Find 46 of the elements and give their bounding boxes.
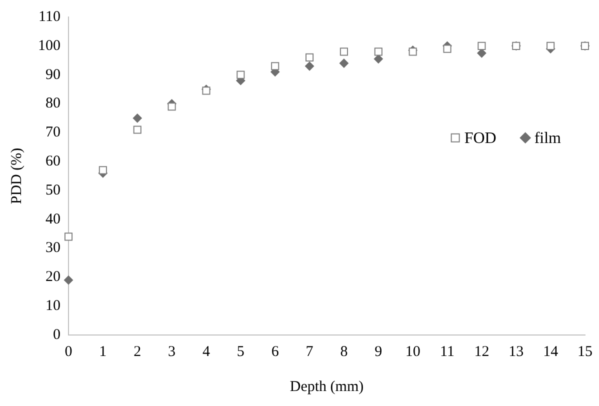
x-axis-title: Depth (mm) (290, 378, 364, 395)
point (133, 126, 142, 134)
x-tick-label: 15 (578, 344, 592, 360)
point (64, 232, 73, 241)
point (443, 44, 452, 53)
x-tick-label: 9 (374, 344, 382, 360)
y-tick-label: 0 (53, 326, 60, 343)
x-tick-label: 1 (99, 344, 107, 360)
y-tick-label: 80 (46, 96, 60, 112)
y-tick-label: 10 (46, 298, 60, 314)
x-tick-label: 7 (306, 344, 314, 360)
x-tick-label: 12 (474, 344, 490, 360)
point (98, 166, 107, 174)
legend-label: film (534, 130, 562, 148)
x-tick-label: 8 (340, 344, 348, 360)
y-tick-label: 110 (38, 8, 60, 25)
y-tick-label: 40 (46, 211, 60, 228)
point (374, 48, 382, 56)
x-tick-label: 3 (168, 344, 176, 360)
y-tick-label: 30 (46, 240, 60, 256)
point (132, 114, 142, 123)
x-tick-label: 6 (271, 344, 280, 360)
y-axis-title: PDD (%) (8, 148, 25, 204)
y-tick-label: 100 (38, 38, 60, 54)
y-tick-label: 90 (46, 66, 60, 83)
x-tick-label: 13 (508, 344, 524, 360)
x-tick-label: 5 (236, 344, 244, 360)
point (168, 102, 176, 111)
y-tick-label: 70 (46, 124, 60, 141)
y-tick-label: 20 (46, 269, 60, 286)
legend-label: FOD (464, 130, 496, 148)
point (478, 42, 486, 50)
point (64, 276, 73, 285)
x-tick-label: 4 (202, 344, 210, 360)
x-tick-label: 14 (543, 344, 559, 360)
point (339, 58, 348, 68)
x-tick-label: 11 (440, 344, 454, 360)
y-tick-label: 60 (46, 153, 60, 170)
point (236, 70, 245, 79)
point (546, 42, 555, 50)
y-tick-label: 50 (46, 182, 60, 198)
x-tick-label: 2 (134, 344, 142, 360)
point (271, 62, 280, 70)
x-tick-label: 10 (405, 344, 420, 360)
x-tick-label: 0 (64, 344, 72, 360)
point (305, 62, 314, 71)
